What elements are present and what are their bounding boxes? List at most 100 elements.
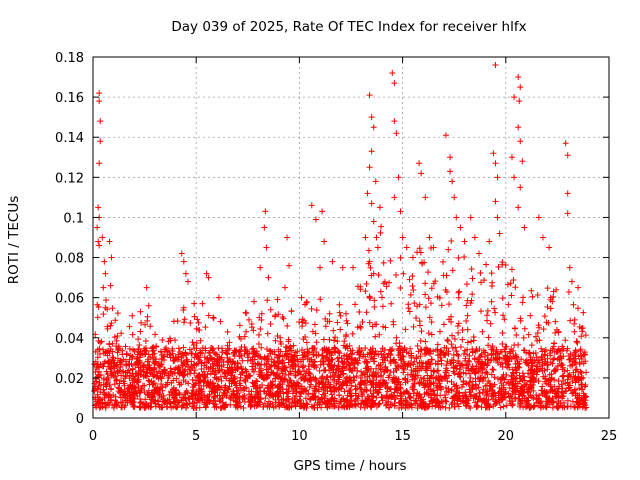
data-point [414,372,421,379]
data-point [197,350,204,357]
data-point [466,358,473,365]
data-point [443,272,450,279]
data-point [521,224,528,231]
data-point [358,400,365,407]
data-point [567,355,574,362]
data-point [560,372,567,379]
data-point [520,334,527,341]
data-point [164,379,171,386]
data-point [141,382,148,389]
data-point [226,345,233,352]
data-point [529,293,536,300]
data-point [189,396,196,403]
data-point [116,380,123,387]
data-point [293,379,300,386]
plot-frame [92,56,610,419]
data-point [425,386,432,393]
data-point [414,390,421,397]
data-point [583,369,590,376]
data-point [418,379,425,386]
data-point [416,160,423,167]
data-point [322,366,329,373]
data-point [288,354,295,361]
data-point [102,270,109,277]
data-point [363,360,370,367]
data-point [276,353,283,360]
data-point [393,334,400,341]
data-point [578,333,585,340]
data-point [158,394,165,401]
data-point [583,404,590,411]
data-point [402,375,409,382]
data-point [435,373,442,380]
data-point [148,367,155,374]
data-point [169,392,176,399]
data-point [423,404,430,411]
data-point [351,377,358,384]
data-point [324,353,331,360]
data-point [243,310,250,317]
data-point [270,358,277,365]
data-point [517,317,524,324]
data-point [229,366,236,373]
data-point [544,303,551,310]
data-point [359,392,366,399]
data-point [218,377,225,384]
data-point [283,386,290,393]
data-point [363,387,370,394]
data-point [97,118,104,125]
data-point [270,404,277,411]
data-point [566,264,573,271]
data-point [285,356,292,363]
data-point [533,366,540,373]
data-point [490,367,497,374]
data-point [530,404,537,411]
data-point [96,345,103,352]
data-point [152,358,159,365]
data-point [480,386,487,393]
data-point [396,399,403,406]
data-point [248,321,255,328]
data-point [445,385,452,392]
data-point [387,358,394,365]
data-point [467,214,474,221]
data-point [528,287,535,294]
data-point [552,388,559,395]
data-point [217,395,224,402]
data-point [108,254,115,261]
data-point [382,364,389,371]
data-point [104,349,111,356]
data-point [506,384,513,391]
data-point [100,346,107,353]
data-point [397,254,404,261]
data-point [251,393,258,400]
x-tick-label: 15 [394,429,411,444]
data-point [343,310,350,317]
data-point [227,395,234,402]
data-point [483,312,490,319]
data-point [112,397,119,404]
data-point [445,350,452,357]
data-point [430,387,437,394]
data-point [292,372,299,379]
data-point [390,318,397,325]
data-point [577,368,584,375]
data-point [312,216,319,223]
data-point [126,372,133,379]
data-point [442,367,449,374]
data-point [290,363,297,370]
data-point [124,388,131,395]
data-point [572,379,579,386]
data-point [319,381,326,388]
data-point [375,369,382,376]
data-point [236,322,243,329]
data-point [471,234,478,241]
data-point [403,244,410,251]
data-point [499,259,506,266]
data-point [463,380,470,387]
data-point [161,399,168,406]
data-point [376,386,383,393]
data-point [215,383,222,390]
data-point [284,378,291,385]
data-point [375,351,382,358]
